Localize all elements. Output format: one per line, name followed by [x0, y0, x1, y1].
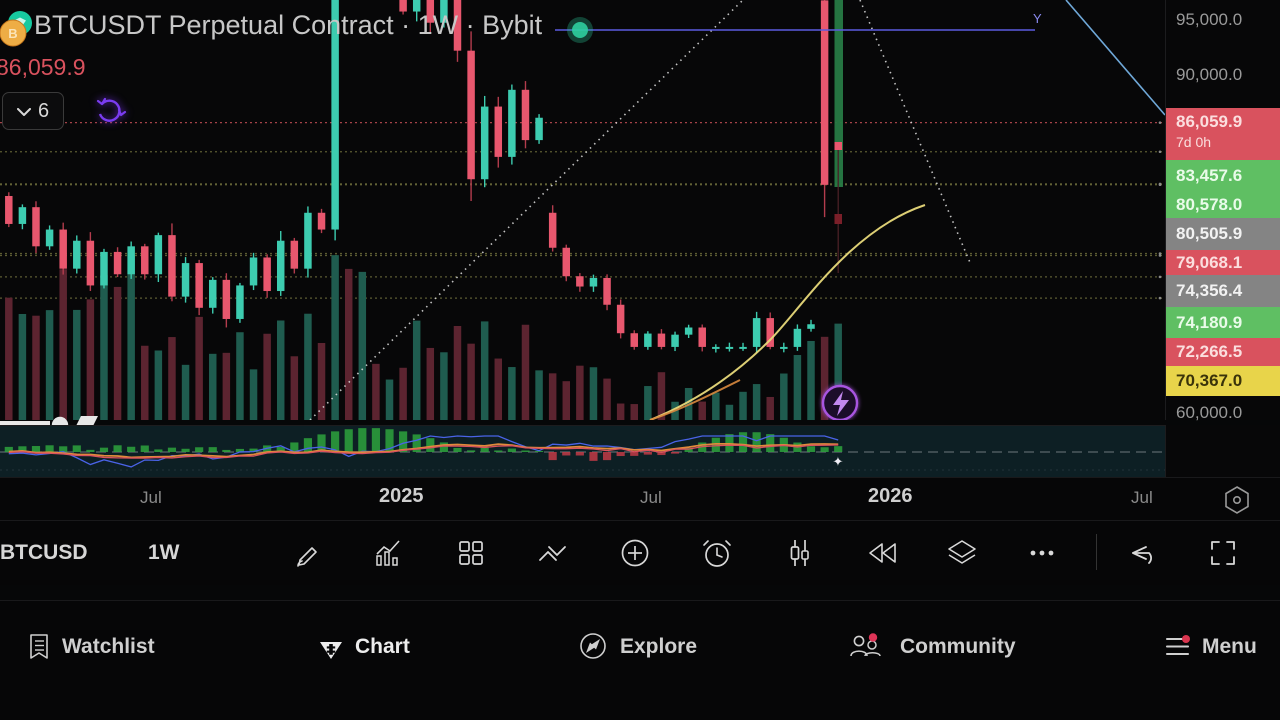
svg-text:✦: ✦	[833, 454, 844, 469]
svg-text:Y: Y	[1033, 11, 1042, 26]
svg-text:B: B	[8, 26, 17, 41]
